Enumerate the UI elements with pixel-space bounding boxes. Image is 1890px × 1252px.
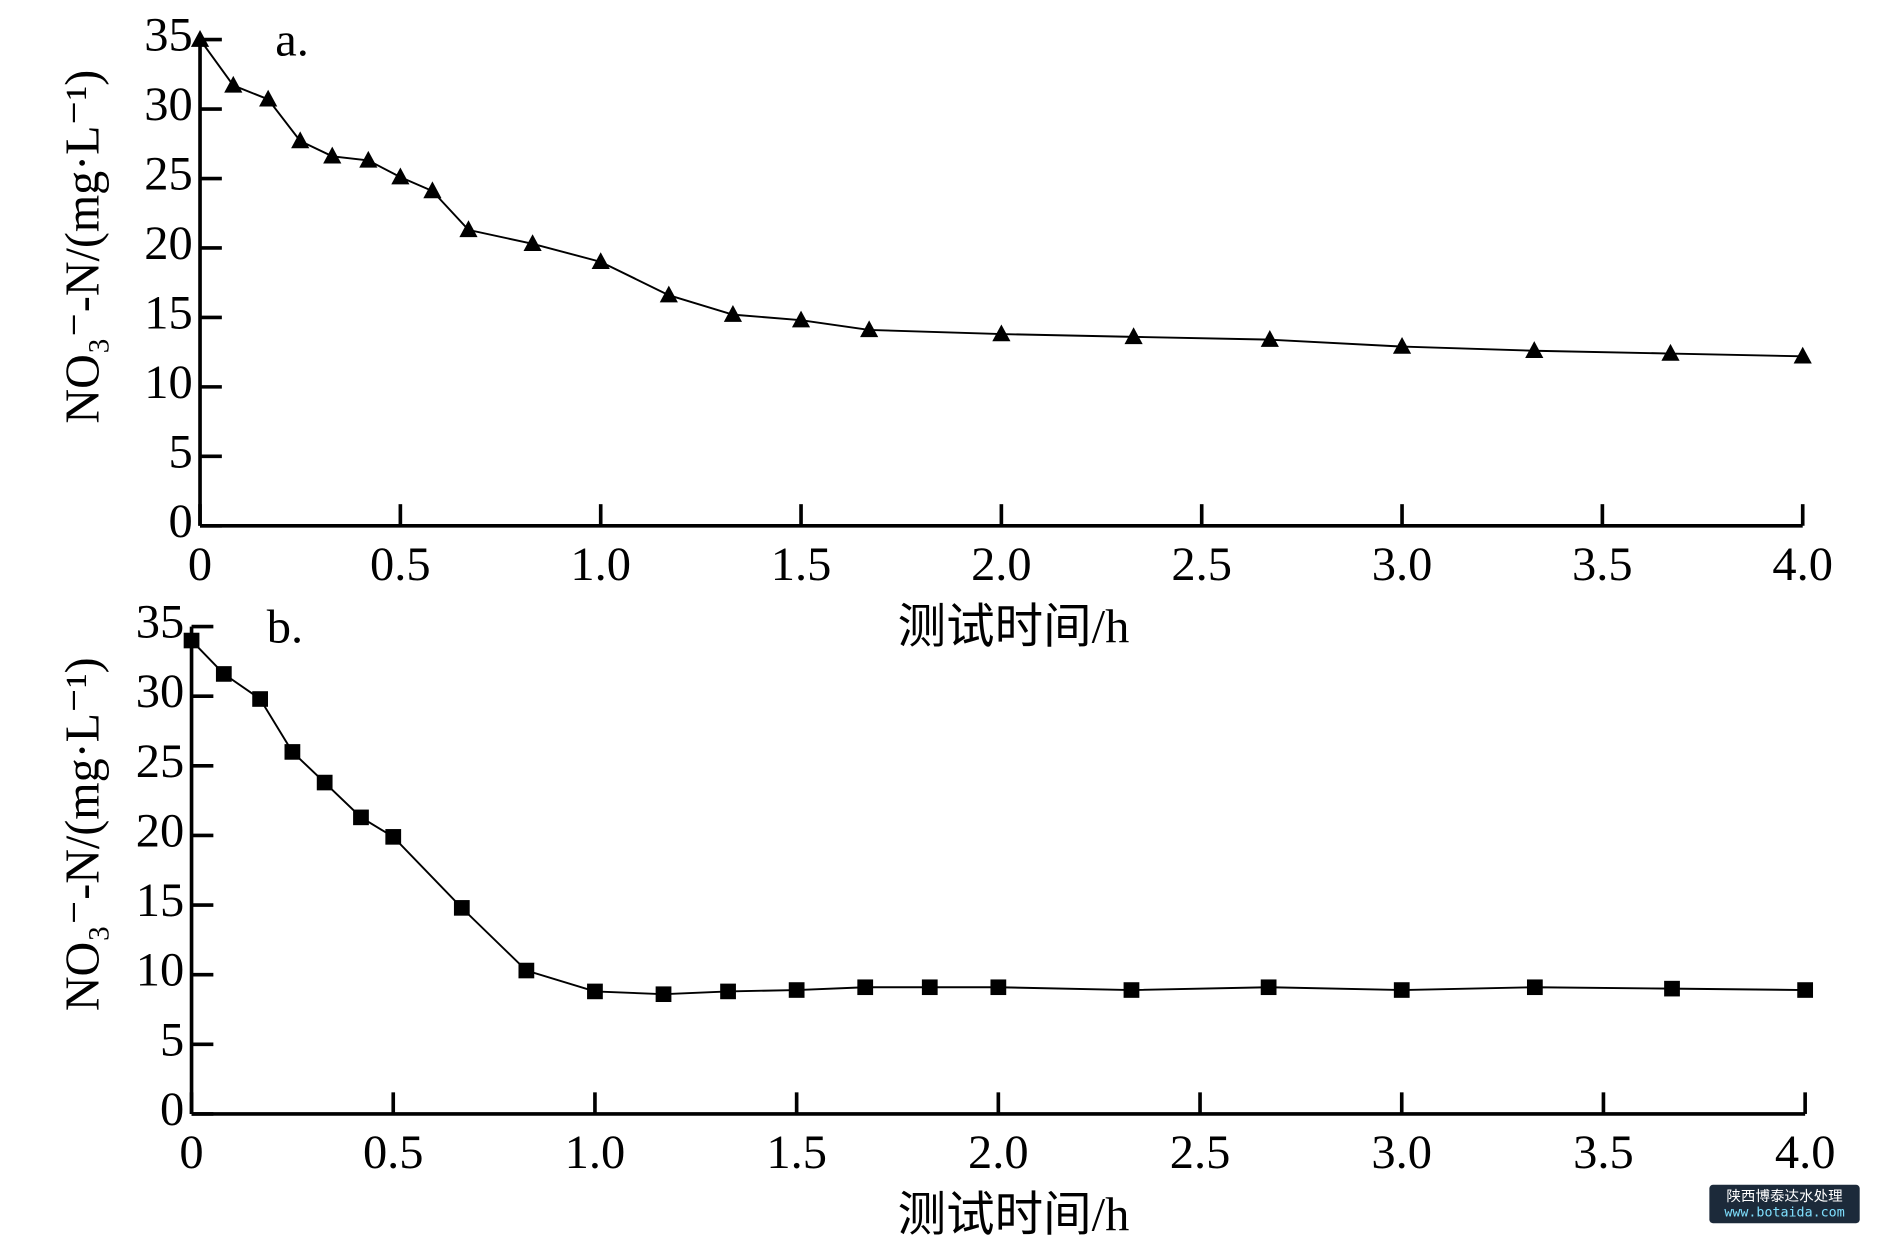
marker	[1393, 982, 1410, 998]
marker	[459, 220, 478, 238]
marker	[655, 986, 672, 1003]
y-tick-label: 15	[136, 874, 184, 927]
marker	[1661, 343, 1680, 361]
x-tick-label: 0	[188, 538, 212, 591]
marker	[1526, 979, 1543, 996]
watermark-box	[1709, 1184, 1860, 1224]
marker	[518, 962, 535, 979]
marker	[1260, 330, 1279, 347]
x-tick-label: 3.5	[1573, 1126, 1634, 1179]
marker	[323, 146, 342, 164]
marker	[423, 181, 442, 199]
x-tick-label: 3.0	[1371, 1126, 1432, 1179]
y-tick-label: 10	[144, 356, 192, 409]
x-tick-label: 3.5	[1572, 538, 1633, 591]
x-tick-label: 0.5	[363, 1126, 424, 1179]
marker	[183, 632, 200, 649]
marker	[791, 310, 811, 328]
marker	[587, 983, 603, 1000]
marker	[1525, 341, 1544, 358]
data-line	[199, 39, 1803, 358]
x-tick-label: 2.0	[971, 538, 1032, 591]
marker	[921, 979, 938, 996]
y-tick-label: 20	[136, 805, 184, 858]
x-tick-label: 2.5	[1171, 538, 1232, 591]
marker	[215, 666, 232, 682]
y-tick-label: 35	[136, 596, 184, 649]
x-tick-label: 2.5	[1170, 1126, 1231, 1179]
y-tick-label: 25	[136, 735, 184, 788]
x-tick-label: 1.5	[766, 1126, 827, 1179]
marker	[284, 744, 301, 760]
y-tick-label: 35	[144, 9, 192, 62]
x-tick-label: 1.5	[771, 538, 832, 591]
marker	[453, 900, 470, 916]
y-tick-label: 0	[169, 495, 193, 548]
data-line	[190, 639, 1806, 996]
marker	[1260, 979, 1277, 996]
marker	[1797, 982, 1814, 998]
panel-label: a.	[275, 14, 309, 67]
y-tick-label: 10	[136, 944, 184, 997]
y-tick-label: 20	[144, 217, 192, 270]
x-tick-label: 0.5	[370, 538, 431, 591]
x-tick-label: 2.0	[968, 1126, 1029, 1179]
marker	[316, 774, 333, 791]
marker	[860, 320, 879, 338]
marker	[523, 234, 542, 252]
marker	[659, 285, 678, 303]
watermark-title: 陕西博泰达水处理	[1726, 1188, 1842, 1205]
marker	[291, 131, 310, 149]
y-tick-label: 25	[144, 148, 192, 201]
y-tick-label: 5	[169, 426, 193, 479]
marker	[391, 167, 410, 185]
marker	[190, 30, 210, 47]
x-axis-label: 测试时间/h	[898, 1189, 1130, 1242]
x-tick-label: 1.0	[570, 538, 631, 591]
marker	[990, 979, 1007, 996]
watermark-url: www.botaida.com	[1724, 1205, 1844, 1220]
marker	[1123, 982, 1140, 998]
marker	[353, 809, 369, 826]
y-axis-label: NO₃⁻-N/(mg·L⁻¹)	[56, 657, 109, 1011]
y-axis-label: NO₃⁻-N/(mg·L⁻¹)	[56, 70, 109, 424]
y-tick-label: 0	[160, 1083, 184, 1136]
marker	[224, 75, 243, 93]
x-tick-label: 0	[179, 1126, 203, 1179]
marker	[359, 150, 378, 168]
marker	[788, 982, 805, 998]
x-tick-label: 4.0	[1772, 538, 1833, 591]
y-tick-label: 30	[136, 665, 184, 718]
marker	[720, 983, 736, 1000]
x-axis-label: 测试时间/h	[898, 601, 1130, 654]
x-tick-label: 3.0	[1372, 538, 1433, 591]
marker	[252, 691, 269, 707]
y-tick-label: 30	[144, 78, 192, 131]
marker	[591, 252, 610, 270]
marker	[1124, 327, 1143, 345]
x-tick-label: 4.0	[1775, 1126, 1836, 1179]
panel-label: b.	[267, 601, 303, 654]
y-tick-label: 5	[160, 1014, 184, 1067]
marker	[1664, 980, 1680, 997]
marker	[259, 89, 278, 107]
y-tick-label: 15	[144, 287, 192, 340]
marker	[1793, 346, 1812, 364]
marker	[1392, 336, 1412, 354]
marker	[992, 324, 1011, 342]
marker	[385, 829, 402, 845]
marker	[723, 305, 743, 322]
marker	[857, 979, 874, 996]
x-tick-label: 1.0	[565, 1126, 626, 1179]
